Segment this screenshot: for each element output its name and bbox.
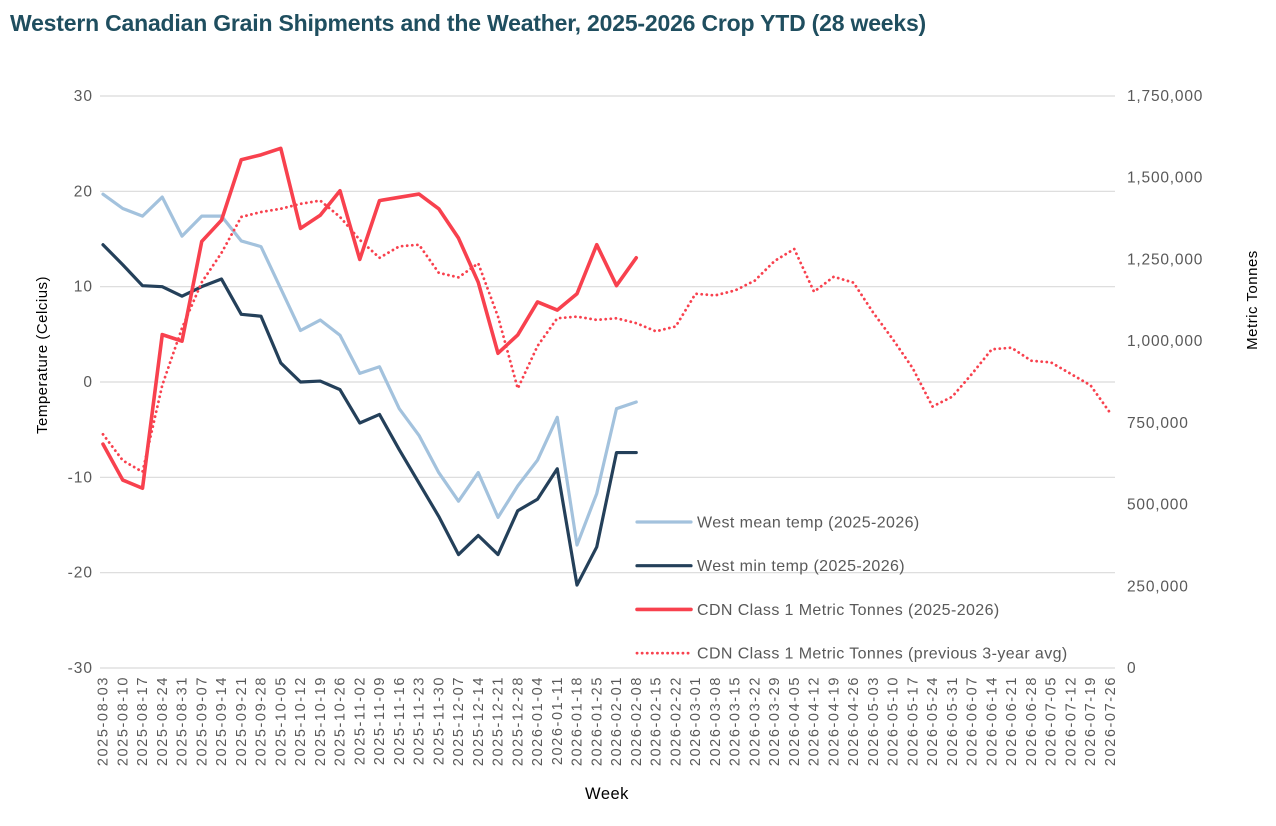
right-axis-tick-label: 500,000 [1127,497,1189,514]
legend-label-cdn-class1-prev-3yr-avg: CDN Class 1 Metric Tonnes (previous 3-ye… [697,646,1068,663]
series-line-west-mean-temp [101,192,638,547]
series-line-cdn-class1-prev-3yr-avg [101,199,1112,474]
right-axis-tick-label: 1,500,000 [1127,170,1203,187]
x-axis-tick-label: 2026-07-26 [1103,676,1119,766]
legend-item: West min temp (2025-2026) [635,558,905,575]
x-axis-tick-label: 2025-10-12 [293,676,309,766]
x-axis-tick-label: 2025-10-05 [273,676,289,766]
x-axis-tick-label: 2025-12-21 [491,676,507,766]
x-axis-tick-label: 2025-09-28 [254,676,270,766]
right-axis-tick-label: 1,750,000 [1127,88,1203,105]
right-axis-tick-label: 750,000 [1127,415,1189,432]
x-axis-tick-label: 2025-12-07 [451,676,467,766]
x-axis-tick-label: 2025-08-17 [135,676,151,766]
x-axis-tick-label: 2025-10-19 [313,676,329,766]
right-axis-tick-label: 1,250,000 [1127,251,1203,268]
x-axis-tick-label: 2025-08-10 [115,676,131,766]
x-axis-tick-label: 2026-04-12 [807,676,823,766]
x-axis-tick-label: 2026-03-15 [728,676,744,766]
right-axis-tick-label: 0 [1127,660,1136,677]
x-axis-tick-label: 2026-05-03 [866,676,882,766]
left-axis-tick-label: 20 [74,183,93,200]
x-axis-tick-label: 2026-01-25 [589,676,605,766]
x-axis-tick-label: 2025-09-07 [194,676,210,766]
x-axis-tick-label: 2025-09-14 [214,676,230,766]
x-axis-tick-label: 2026-03-08 [708,676,724,766]
x-axis-tick-label: 2026-04-26 [846,676,862,766]
right-axis-tick-label: 1,000,000 [1127,333,1203,350]
x-axis-tick-label: 2026-02-08 [629,676,645,766]
x-axis-tick-label: 2025-11-09 [372,676,388,765]
x-axis-tick-label: 2026-02-15 [649,676,665,766]
x-axis-tick-label: 2026-03-29 [767,676,783,766]
x-axis-tick-label: 2026-03-01 [688,676,704,766]
x-axis-tick-label: 2025-11-30 [431,676,447,765]
left-axis-tick-label: -30 [68,660,93,677]
left-axis-tick-label: -10 [68,469,93,486]
x-axis-tick-label: 2026-01-11 [550,676,566,765]
left-axis-tick-label: 0 [83,374,93,391]
series-line-cdn-class1-2025-2026 [101,146,639,491]
legend: West mean temp (2025-2026) West min temp … [635,515,1068,663]
right-axis-ticks: 1,750,000 1,500,000 1,250,000 1,000,000 750,… [1127,88,1203,677]
x-axis-tick-label: 2025-12-28 [510,676,526,766]
gridlines [100,95,1115,669]
x-axis-tick-label: 2025-08-24 [155,676,171,766]
x-axis-tick-label: 2026-06-07 [965,676,981,766]
x-axis-tick-label: 2026-01-18 [570,676,586,766]
left-axis-title: Temperature (Celcius) [34,276,51,434]
x-axis-tick-label: 2025-11-23 [412,676,428,765]
x-axis-tick-label: 2026-06-28 [1024,676,1040,766]
left-axis-ticks: 30 20 10 0 -10 -20 -30 [68,88,93,677]
x-axis-tick-label: 2025-12-14 [471,676,487,766]
x-axis-tick-label: 2026-01-04 [530,676,546,766]
legend-item: West mean temp (2025-2026) [635,515,920,532]
x-axis-tick-label: 2026-06-21 [1004,676,1020,766]
x-axis-tick-label: 2025-08-03 [96,676,112,766]
x-axis-tick-label: 2026-07-12 [1063,676,1079,766]
x-axis-tick-label: 2026-04-19 [826,676,842,766]
left-axis-tick-label: 10 [74,279,93,296]
chart-title: Western Canadian Grain Shipments and the… [10,10,927,36]
x-axis-tick-label: 2025-11-02 [352,676,368,765]
legend-label-west-mean-temp: West mean temp (2025-2026) [697,515,920,532]
x-axis-title: Week [585,785,629,803]
left-axis-tick-label: 30 [74,88,93,105]
series-line-west-min-temp [101,243,638,587]
x-axis-tick-label: 2026-06-14 [984,676,1000,766]
legend-item: CDN Class 1 Metric Tonnes (2025-2026) [635,602,1000,619]
x-axis-tick-label: 2025-10-26 [333,676,349,766]
legend-label-west-min-temp: West min temp (2025-2026) [697,558,905,575]
legend-label-cdn-class1-2025-2026: CDN Class 1 Metric Tonnes (2025-2026) [697,602,1000,619]
series-lines [101,146,1112,587]
x-axis-tick-label: 2026-02-01 [609,676,625,766]
x-axis-tick-label: 2026-03-22 [747,676,763,766]
x-axis-tick-label: 2026-02-22 [668,676,684,766]
x-axis-tick-label: 2026-07-19 [1083,676,1099,766]
x-axis-tick-label: 2026-05-24 [925,676,941,766]
x-axis-tick-label: 2026-05-31 [945,676,961,766]
left-axis-tick-label: -20 [68,565,93,582]
right-axis-title: Metric Tonnes [1244,250,1261,350]
x-axis-tick-label: 2026-05-17 [905,676,921,766]
x-axis-tick-label: 2025-08-31 [175,676,191,766]
x-axis-tick-label: 2025-09-21 [234,676,250,766]
x-axis-tick-label: 2026-07-05 [1044,676,1060,766]
x-axis-tick-label: 2025-11-16 [392,676,408,765]
x-axis-tick-label: 2026-04-05 [787,676,803,766]
right-axis-tick-label: 250,000 [1127,578,1189,595]
x-axis-tick-label: 2026-05-10 [886,676,902,766]
x-axis-ticks: 2025-08-03 2025-08-10 2025-08-17 2025-08-24… [96,676,1119,766]
legend-item: CDN Class 1 Metric Tonnes (previous 3-ye… [635,646,1068,663]
